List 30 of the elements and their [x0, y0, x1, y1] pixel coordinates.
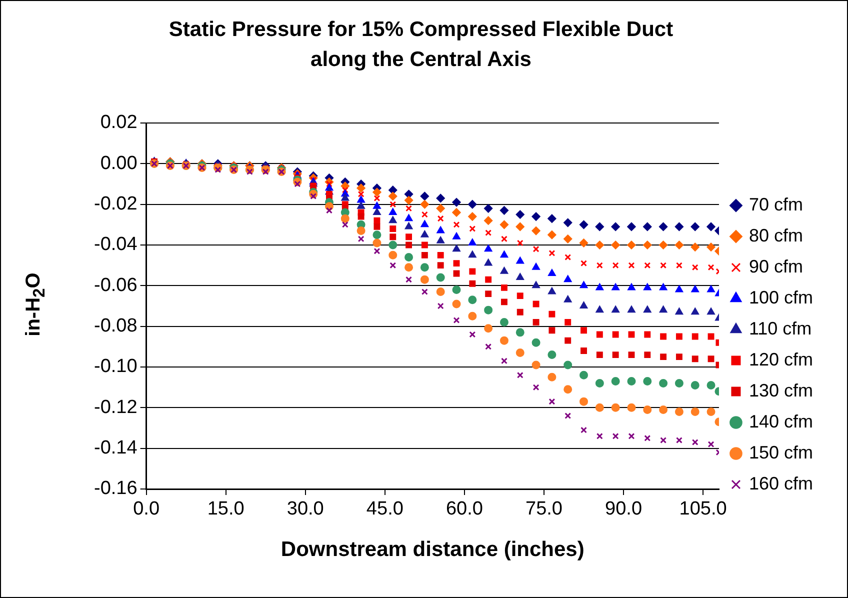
legend-label: 150 cfm [748, 442, 814, 462]
y-tick-label: 0.00 [100, 152, 138, 174]
legend-label: 140 cfm [748, 411, 814, 432]
x-tick-label: 15.0 [207, 498, 244, 520]
x-tick-label: 30.0 [286, 498, 324, 520]
x-tick-label: 60.0 [446, 498, 483, 520]
legend-label: 160 cfm [748, 473, 814, 494]
x-tick-label: 0.0 [133, 498, 160, 520]
y-tick-label: -0.06 [94, 274, 138, 296]
x-tick-label: 45.0 [366, 498, 404, 520]
x-tick-label: 75.0 [526, 498, 562, 520]
y-tick-label: -0.12 [94, 396, 138, 418]
chart-title: Static Pressure for 15% Compressed Flexible Duct along the Central Axis [168, 17, 674, 73]
legend-label: 110 cfm [748, 318, 812, 338]
y-tick-label: -0.16 [94, 478, 138, 500]
legend-label: 130 cfm [748, 380, 814, 400]
legend-label: 120 cfm [748, 349, 814, 370]
x-tick-label: 90.0 [605, 498, 642, 520]
y-tick-label: 0.02 [100, 112, 138, 134]
y-tick-label: -0.02 [94, 194, 138, 215]
y-tick-label: -0.14 [94, 438, 138, 459]
y-tick-label: -0.10 [94, 356, 138, 378]
y-tick-label: -0.08 [94, 316, 138, 337]
x-axis-title: Downstream distance (inches) [280, 538, 584, 562]
legend-label: 80 cfm [748, 225, 804, 246]
legend-label: 90 cfm [748, 256, 804, 276]
x-tick-label: 105.0 [679, 498, 727, 520]
y-tick-label: -0.04 [94, 234, 138, 256]
legend-label: 100 cfm [748, 287, 814, 308]
legend-label: 70 cfm [748, 194, 804, 214]
